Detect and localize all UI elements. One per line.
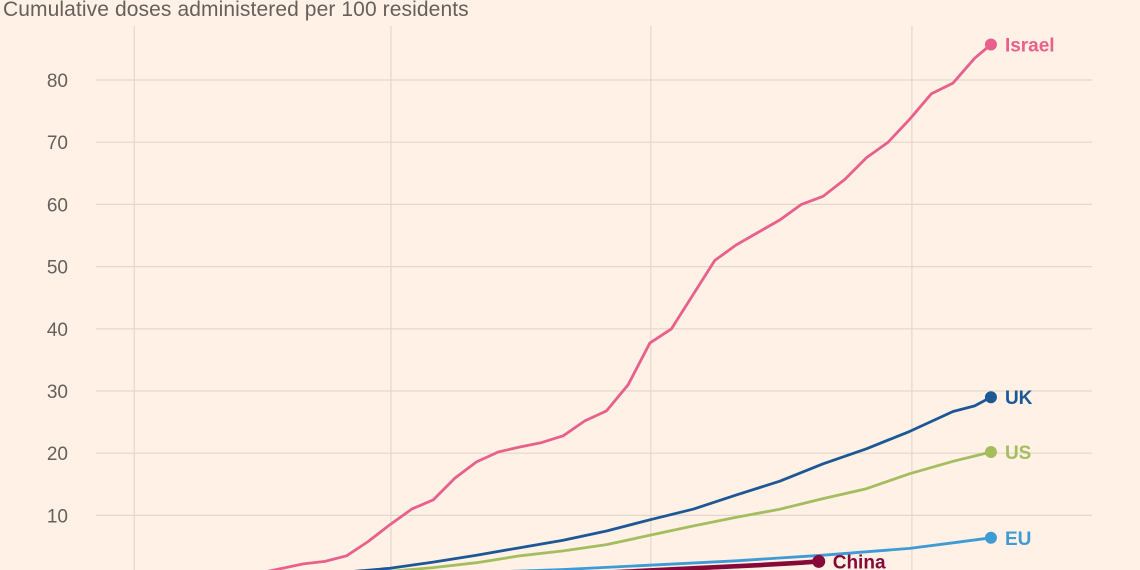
chart-subtitle: Cumulative doses administered per 100 re… [3, 0, 469, 21]
series-line-us [389, 450, 993, 570]
y-tick-label: 70 [47, 133, 68, 154]
series-end-dot-israel [984, 38, 997, 51]
series-label-china: China [833, 552, 886, 570]
y-tick-label: 50 [47, 258, 68, 279]
series-label-israel: Israel [1005, 36, 1055, 57]
y-tick-label: 30 [47, 382, 68, 403]
series-end-dot-eu [984, 531, 997, 544]
series-end-dot-china [812, 554, 826, 568]
series-line-uk [353, 395, 993, 570]
y-tick-label: 10 [47, 506, 68, 527]
y-tick-label: 0 [57, 569, 68, 570]
series-line-eu [510, 536, 993, 570]
series-label-uk: UK [1005, 388, 1033, 409]
y-tick-label: 60 [47, 195, 68, 216]
y-tick-label: 20 [47, 444, 68, 465]
series-label-us: US [1005, 443, 1031, 464]
y-tick-label: 40 [47, 320, 68, 341]
series-label-eu: EU [1005, 529, 1031, 550]
y-tick-label: 80 [47, 71, 68, 92]
series-end-dot-us [984, 445, 997, 458]
series-line-china [612, 559, 822, 570]
series-line-israel [267, 43, 993, 570]
series-end-dot-uk [984, 391, 997, 404]
